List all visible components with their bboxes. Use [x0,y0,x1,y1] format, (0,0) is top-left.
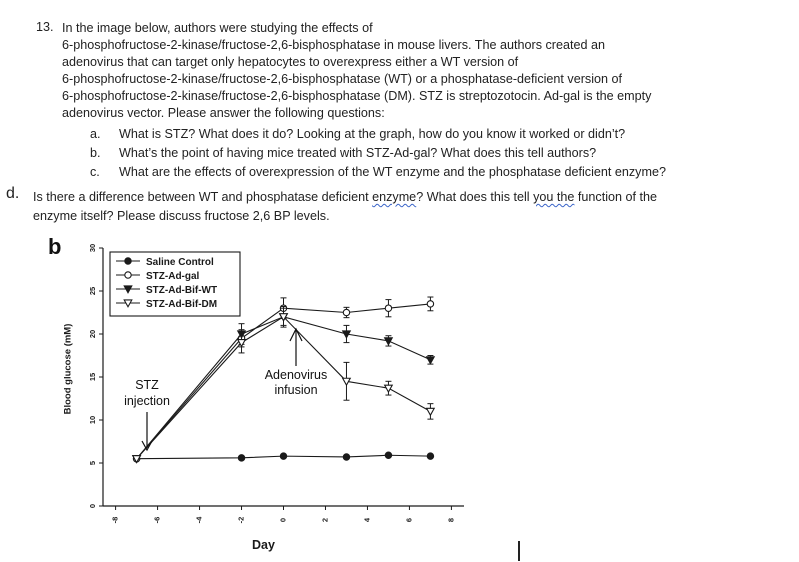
subquestion-a: a. What is STZ? What does it do? Looking… [90,127,790,144]
data-point [236,339,247,348]
legend-box [109,251,241,317]
chart-axes: 0 5 10 15 20 25 30 -8 -6 -4 -2 0 2 4 6 8 Day Blood glucos… [63,244,464,552]
adenovirus-annotation: Adenovirus infusion [265,327,328,397]
data-point [384,304,393,312]
y-tick-label: 5 [88,461,97,465]
x-tick-label: 4 [362,517,371,522]
y-axis-title: Blood glucose (mM) [63,324,74,415]
series-line [136,303,431,460]
legend-marker [123,299,133,308]
question-line: adenovirus that can target only hepatocy… [62,55,519,70]
panel-label: b [48,234,61,259]
legend-marker [124,271,132,279]
subquestion-c: c. What are the effects of overexpressio… [90,165,790,182]
subquestion-d-letter: d. [6,185,20,202]
x-tick-label: 2 [320,518,329,522]
question-number: 13. [36,20,54,34]
stz-label-line2: injection [124,394,170,408]
question-line: 6-phosphofructose-2-kinase/fructose-2,6-… [62,89,652,104]
question-line: adenovirus vector. Please answer the fol… [62,106,385,121]
chart-marks [131,296,436,464]
series-line [136,454,431,460]
chart-legend: Saline Control STZ-Ad-gal STZ-Ad-Bif-WT STZ… [109,251,241,317]
data-point [341,330,352,339]
question-text: In the image below, authors were studyin… [62,20,651,123]
series-stz-ad-gal [132,296,435,463]
data-point [426,300,435,308]
data-point [237,454,246,462]
y-tick-label: 0 [88,504,97,508]
subquestion-text: What are the effects of overexpression o… [119,165,666,179]
legend-marker [124,257,132,265]
legend-marker [123,285,133,294]
question-line: 6-phosphofructose-2-kinase/fructose-2,6-… [62,72,623,87]
stz-arrowhead [141,440,153,452]
text-cursor [518,541,520,561]
y-tick-label: 10 [88,416,97,424]
subquestion-text: What’s the point of having mice treated … [119,146,597,160]
subquestion-d-text[interactable]: Is there a difference between WT and pho… [33,188,657,226]
data-point [131,455,142,464]
y-tick-label: 30 [88,244,97,252]
data-point [425,407,436,417]
x-tick-label: -6 [153,517,162,524]
x-axis-title: Day [252,538,275,552]
series-line [136,316,431,460]
adeno-label-line2: infusion [274,383,317,397]
d-text-part: Is there a difference between WT and pho… [33,190,373,204]
subquestion-letter: c. [90,165,100,179]
spellcheck-flag[interactable]: you the [533,190,575,204]
stz-label-line1: STZ [135,378,159,392]
data-point [342,308,351,317]
data-point [341,377,352,387]
data-point [383,384,394,394]
y-tick-label: 15 [88,373,97,381]
data-point [426,452,435,460]
x-tick-label: -4 [195,516,204,523]
data-point [342,453,351,461]
data-point [425,356,436,365]
x-tick-label: 6 [404,518,413,522]
question-line: 6-phosphofructose-2-kinase/fructose-2,6-… [62,38,606,53]
x-tick-label: 0 [278,518,287,522]
data-point [278,313,289,322]
d-text-part: function of the [574,190,658,204]
series-saline-control [132,451,435,463]
data-point [384,451,393,460]
series-stz-ad-bif-dm [131,305,436,464]
x-tick-label: -8 [111,517,120,524]
y-tick-label: 20 [88,330,97,338]
series-line [136,316,431,460]
legend-label: STZ-Ad-Bif-DM [146,299,217,310]
d-text-line2: enzyme itself? Please discuss fructose 2… [33,209,330,223]
data-point [383,337,394,346]
subquestion-letter: a. [90,127,101,141]
adeno-label-line1: Adenovirus [265,368,328,382]
subquestion-text: What is STZ? What does it do? Looking at… [119,127,626,141]
data-point [279,452,288,460]
x-tick-label: 8 [446,518,455,522]
legend-label: STZ-Ad-Bif-WT [146,285,217,296]
legend-label: Saline Control [146,257,214,268]
x-tick-label: -2 [237,517,246,524]
legend-label: STZ-Ad-gal [146,271,200,282]
spellcheck-flag[interactable]: enzyme [372,190,417,204]
d-text-part: ? What does this tell [416,190,534,204]
y-tick-label: 25 [88,287,97,295]
subquestion-b: b. What’s the point of having mice treat… [90,146,790,163]
subquestion-letter: b. [90,146,101,160]
stz-annotation: STZ injection [124,378,170,452]
adeno-arrowhead [289,327,303,342]
question-line: In the image below, authors were studyin… [62,21,373,35]
